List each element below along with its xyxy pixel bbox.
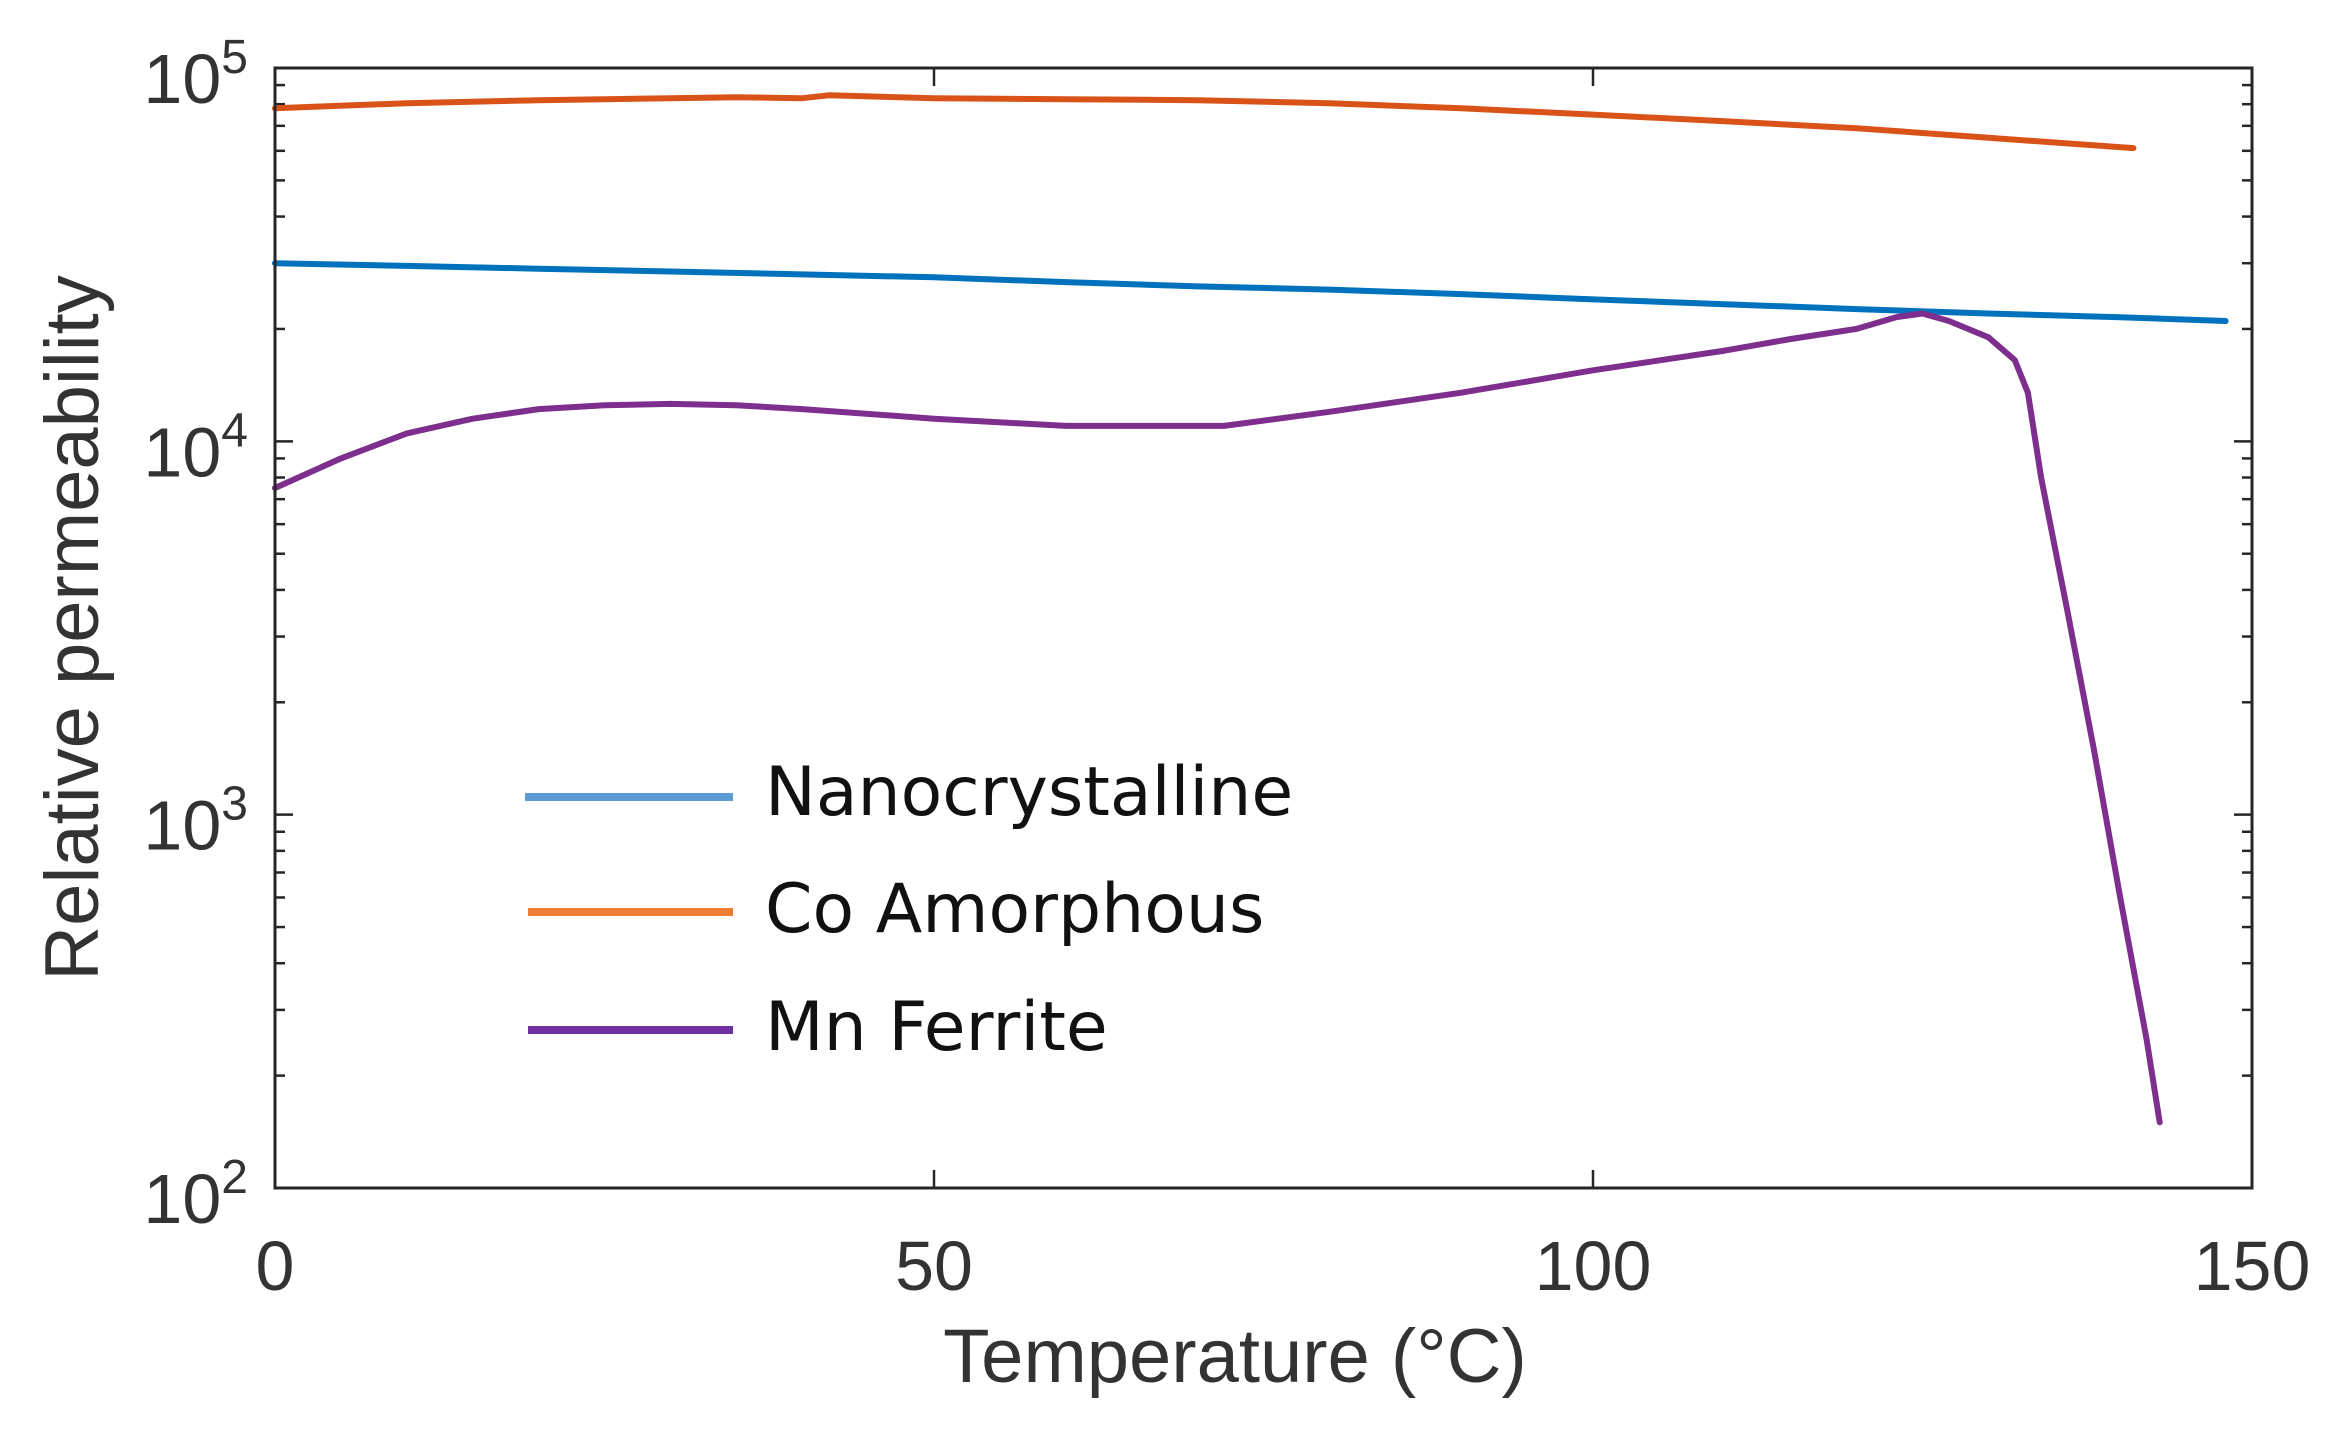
legend: Nanocrystalline Co Amorphous Mn Ferrite [525, 753, 1293, 1067]
ticks-layer [273, 66, 2254, 1190]
legend-label-mn-ferrite: Mn Ferrite [765, 988, 1108, 1067]
y-tick-label-base: 10 [143, 40, 221, 118]
x-tick-label: 0 [256, 1227, 295, 1305]
y-tick-label-base: 10 [143, 413, 221, 491]
x-tick-label: 150 [2194, 1227, 2311, 1305]
series-mn-ferrite-line [272, 310, 2163, 1126]
legend-label-co-amorphous: Co Amorphous [765, 870, 1264, 949]
legend-label-nanocrystalline: Nanocrystalline [765, 753, 1293, 832]
y-axis-title: Relative permeability [30, 275, 115, 980]
y-tick-label: 103 [143, 778, 248, 865]
y-tick-label-base: 10 [143, 1160, 221, 1238]
y-tick-label-exponent: 5 [221, 31, 248, 84]
y-tick-label-exponent: 4 [221, 404, 248, 457]
series-layer [272, 92, 2229, 1126]
y-tick-label-exponent: 2 [221, 1151, 248, 1204]
x-tick-label: 50 [895, 1227, 973, 1305]
y-tick-label-exponent: 3 [221, 778, 248, 831]
plot-frame [273, 66, 2254, 1190]
y-tick-label: 102 [143, 1151, 248, 1238]
y-tick-label: 104 [143, 404, 248, 491]
y-tick-label: 105 [143, 31, 248, 118]
series-co-amorphous-line [272, 92, 2137, 152]
x-tick-label: 100 [1535, 1227, 1652, 1305]
x-axis-title: Temperature (°C) [943, 1314, 1527, 1399]
y-tick-label-base: 10 [143, 787, 221, 865]
